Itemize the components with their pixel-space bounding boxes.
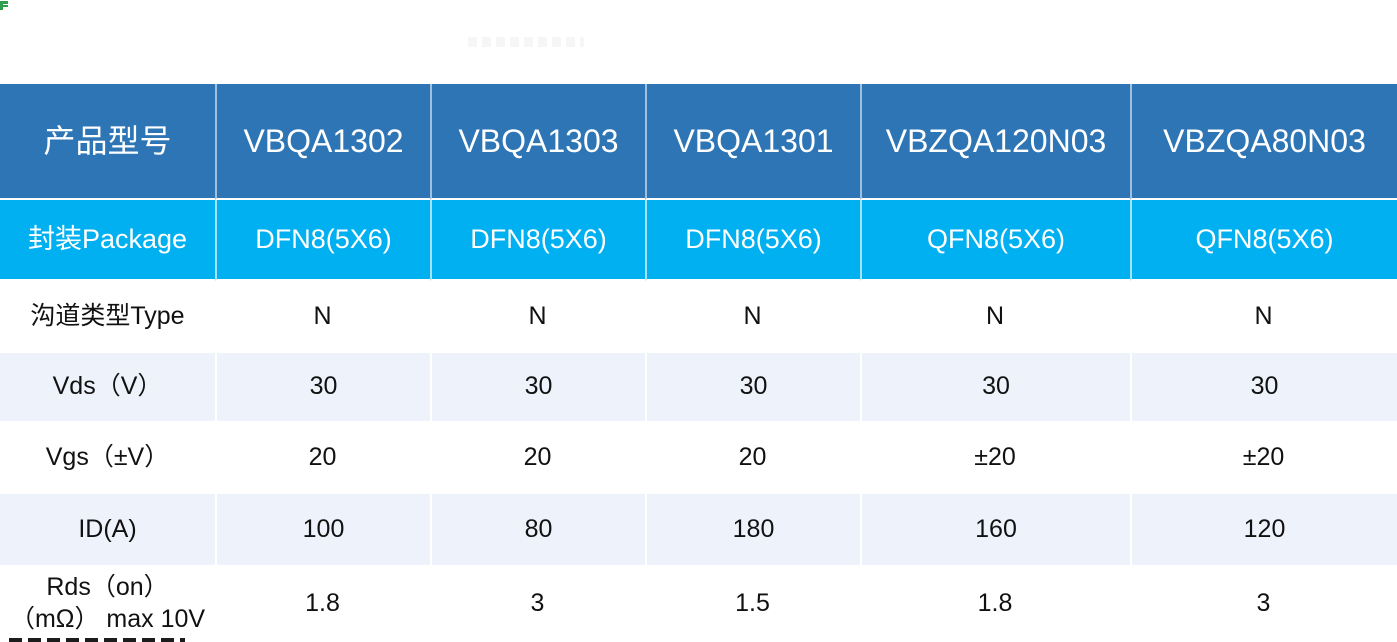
- column-header-product-model: 产品型号: [0, 84, 215, 200]
- cell-rds-on: 3: [1130, 565, 1397, 642]
- cell-package: QFN8(5X6): [860, 200, 1130, 281]
- cell-channel-type: N: [645, 281, 860, 353]
- cell-channel-type: N: [215, 281, 430, 353]
- cell-vds: 30: [645, 353, 860, 421]
- green-mark-icon: [0, 1, 8, 10]
- cell-id: 100: [215, 494, 430, 565]
- column-header-model: VBQA1302: [215, 84, 430, 200]
- row-label-vgs: Vgs（±V）: [0, 421, 215, 494]
- cell-rds-on: 1.5: [645, 565, 860, 642]
- cell-channel-type: N: [1130, 281, 1397, 353]
- product-spec-table: 产品型号 VBQA1302 VBQA1303 VBQA1301 VBZQA120…: [0, 84, 1397, 642]
- cell-package: DFN8(5X6): [645, 200, 860, 281]
- column-header-model: VBZQA120N03: [860, 84, 1130, 200]
- cell-rds-on: 3: [430, 565, 645, 642]
- row-label-vds: Vds（V）: [0, 353, 215, 421]
- column-header-model: VBQA1301: [645, 84, 860, 200]
- row-label-channel-type: 沟道类型Type: [0, 281, 215, 353]
- cell-rds-on: 1.8: [860, 565, 1130, 642]
- watermark-smudge: [468, 37, 584, 47]
- cell-vds: 30: [860, 353, 1130, 421]
- row-label-rds-on: Rds（on） （mΩ） max 10V: [0, 565, 215, 642]
- cell-id: 120: [1130, 494, 1397, 565]
- cell-vgs: 20: [430, 421, 645, 494]
- row-label-id: ID(A): [0, 494, 215, 565]
- column-header-model: VBQA1303: [430, 84, 645, 200]
- cell-id: 80: [430, 494, 645, 565]
- column-header-model: VBZQA80N03: [1130, 84, 1397, 200]
- cell-package: DFN8(5X6): [215, 200, 430, 281]
- cell-vgs: ±20: [1130, 421, 1397, 494]
- cell-vgs: 20: [215, 421, 430, 494]
- row-label-package: 封装Package: [0, 200, 215, 281]
- cell-package: DFN8(5X6): [430, 200, 645, 281]
- cell-vds: 30: [1130, 353, 1397, 421]
- cell-rds-on: 1.8: [215, 565, 430, 642]
- clipped-next-row-fragment: [9, 638, 185, 642]
- cell-id: 180: [645, 494, 860, 565]
- cell-id: 160: [860, 494, 1130, 565]
- cell-vgs: ±20: [860, 421, 1130, 494]
- cell-vds: 30: [215, 353, 430, 421]
- cell-vgs: 20: [645, 421, 860, 494]
- cell-package: QFN8(5X6): [1130, 200, 1397, 281]
- cell-channel-type: N: [430, 281, 645, 353]
- cell-vds: 30: [430, 353, 645, 421]
- cell-channel-type: N: [860, 281, 1130, 353]
